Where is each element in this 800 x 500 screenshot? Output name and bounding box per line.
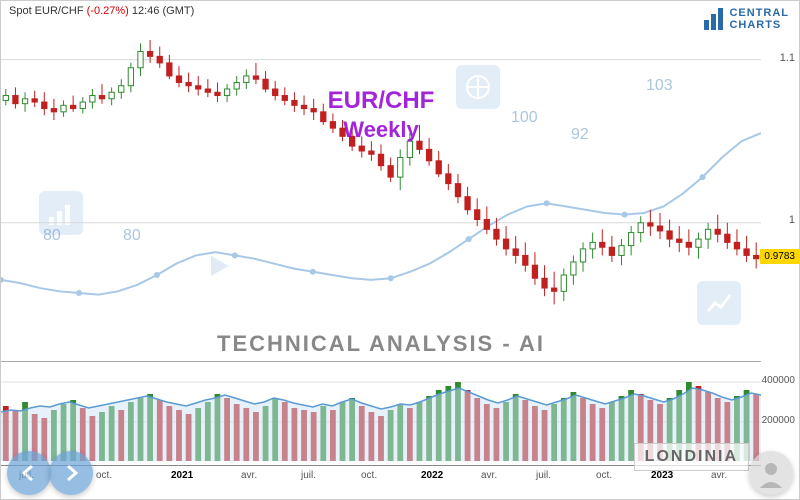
x-tick: oct.: [596, 470, 612, 481]
price-chart[interactable]: [1, 27, 761, 337]
nav-back-button[interactable]: [7, 451, 51, 495]
x-tick: oct.: [361, 470, 377, 481]
period-title: Weekly: [1, 117, 761, 143]
y-axis-main: 1.1 1: [759, 27, 799, 337]
x-tick: avr.: [241, 470, 257, 481]
x-tick: avr.: [711, 470, 727, 481]
x-tick: 2022: [421, 470, 443, 481]
instrument-name: Spot EUR/CHF: [9, 5, 84, 17]
chart-container: Spot EUR/CHF (-0.27%) 12:46 (GMT) CENTRA…: [0, 0, 800, 500]
pair-title: EUR/CHF: [1, 87, 761, 115]
pct-change: (-0.27%): [87, 5, 129, 17]
time-label: 12:46 (GMT): [132, 5, 194, 17]
x-tick: oct.: [96, 470, 112, 481]
header-bar: Spot EUR/CHF (-0.27%) 12:46 (GMT): [9, 5, 194, 17]
x-tick: avr.: [481, 470, 497, 481]
x-tick: juil.: [536, 470, 551, 481]
brand-label: LONDINIA: [634, 443, 749, 471]
y-axis-sub: 400000 200000: [759, 361, 799, 461]
nav-fwd-button[interactable]: [49, 451, 93, 495]
avatar-button[interactable]: [749, 451, 793, 495]
x-tick: juil.: [301, 470, 316, 481]
current-price-tag: 0.9783: [760, 249, 799, 264]
x-tick: 2021: [171, 470, 193, 481]
tech-title: TECHNICAL ANALYSIS - AI: [1, 331, 761, 357]
x-tick: 2023: [651, 470, 673, 481]
